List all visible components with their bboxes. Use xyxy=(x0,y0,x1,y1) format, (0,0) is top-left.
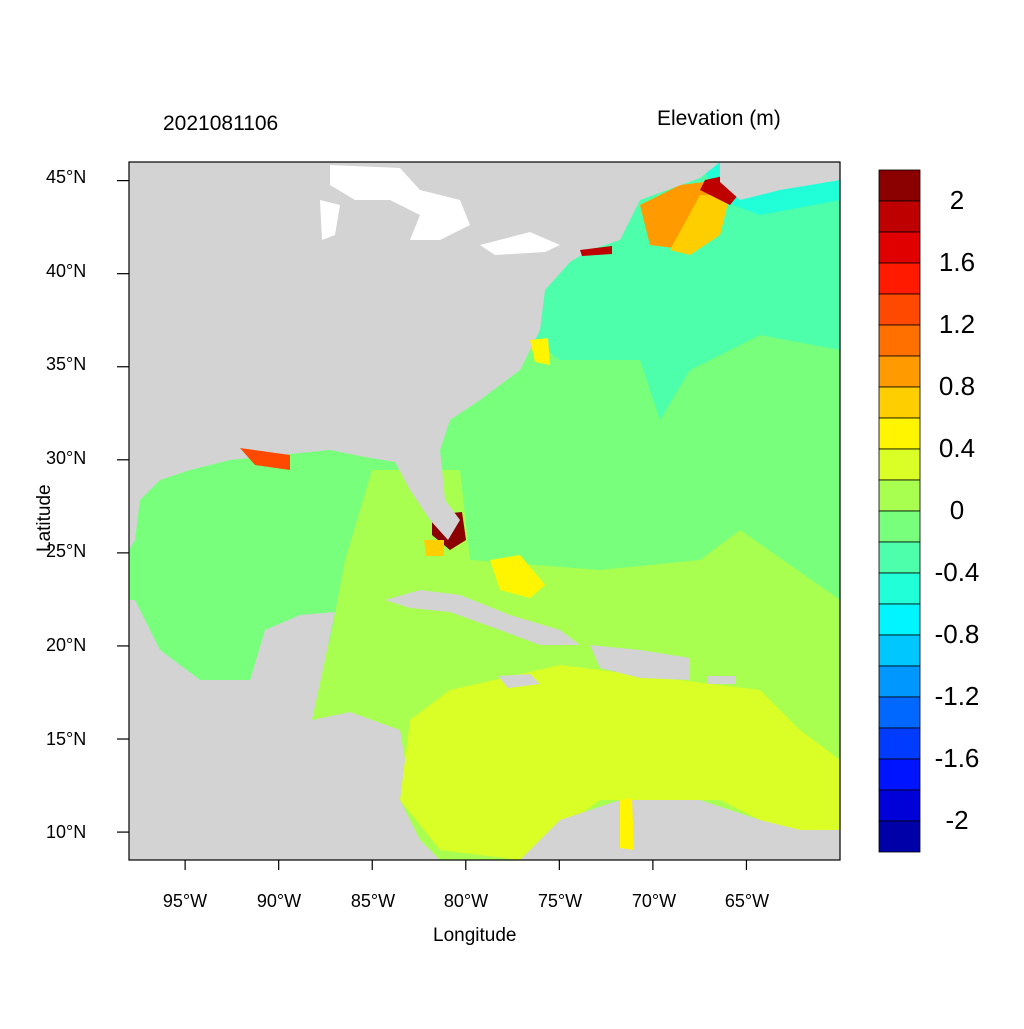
x-tick-label: 80°W xyxy=(443,891,489,911)
land-puerto-rico xyxy=(708,676,736,684)
colorbar-label: 0.8 xyxy=(938,371,976,401)
colorbar-label: 0 xyxy=(949,495,965,525)
y-tick-label: 15°N xyxy=(46,729,87,749)
colorbar-swatch xyxy=(878,634,921,667)
y-tick-label: 45°N xyxy=(46,167,87,187)
colorbar-swatch xyxy=(878,510,921,543)
ne-surge-yellow xyxy=(670,195,730,255)
colorbar-swatch xyxy=(878,758,921,791)
colorbar-label: 0.4 xyxy=(938,433,976,463)
colorbar-label: -2 xyxy=(945,805,969,835)
great-lakes xyxy=(330,165,470,240)
maracaibo-surge xyxy=(620,798,634,850)
colorbar-swatch xyxy=(878,665,921,698)
land-south-america xyxy=(520,800,840,860)
louisiana-surge xyxy=(240,448,290,470)
colorbar-swatch xyxy=(878,696,921,729)
colorbar-swatch xyxy=(878,169,921,202)
land-cuba xyxy=(385,590,580,645)
x-tick-marks xyxy=(184,860,748,870)
colorbar-label: -1.2 xyxy=(934,681,980,711)
x-tick-label: 90°W xyxy=(256,891,302,911)
colorbar-label: -0.4 xyxy=(934,557,980,587)
colorbar-swatch xyxy=(878,231,921,264)
colorbar-swatch xyxy=(878,262,921,295)
x-axis-label: Longitude xyxy=(433,925,517,946)
x-tick-label: 75°W xyxy=(537,891,583,911)
y-tick-label: 30°N xyxy=(46,448,87,468)
southern-caribbean-zone xyxy=(400,665,840,860)
y-tick-marks xyxy=(117,180,129,833)
colorbar-label: 1.6 xyxy=(938,247,976,277)
colorbar-label: 2 xyxy=(949,185,965,215)
florida-yellow xyxy=(424,540,444,556)
colorbar-swatch xyxy=(878,541,921,574)
colorbar-swatch xyxy=(878,355,921,388)
timestamp-label: 2021081106 xyxy=(163,112,279,135)
y-tick-label: 10°N xyxy=(46,822,87,842)
x-tick-label: 65°W xyxy=(724,891,770,911)
x-tick-label: 70°W xyxy=(631,891,677,911)
colorbar-label: -1.6 xyxy=(934,743,980,773)
y-tick-label: 35°N xyxy=(46,354,87,374)
colorbar-swatch xyxy=(878,200,921,233)
colorbar-swatch xyxy=(878,603,921,636)
colorbar-swatch xyxy=(878,572,921,605)
lake-erie-ontario xyxy=(480,232,560,255)
chesapeake-surge xyxy=(530,338,550,365)
lake-michigan xyxy=(320,200,340,240)
x-tick-label: 95°W xyxy=(162,891,208,911)
colorbar-swatch xyxy=(878,789,921,822)
colorbar-swatch xyxy=(878,293,921,326)
land-north-america xyxy=(129,162,720,550)
gulf-of-mexico xyxy=(135,455,372,680)
colorbar-swatch xyxy=(878,386,921,419)
land-central-america xyxy=(129,600,440,860)
colorbar-swatch xyxy=(878,727,921,760)
colorbar xyxy=(878,169,921,853)
long-island-surge xyxy=(580,246,612,256)
colorbar-swatch xyxy=(878,448,921,481)
y-tick-label: 25°N xyxy=(46,541,87,561)
y-tick-label: 40°N xyxy=(46,261,87,281)
variable-title: Elevation (m) xyxy=(657,107,781,130)
colorbar-label: -0.8 xyxy=(934,619,980,649)
land-jamaica xyxy=(498,674,540,688)
map-frame xyxy=(128,161,841,861)
map-plot-area xyxy=(129,162,840,860)
colorbar-label: 1.2 xyxy=(938,309,976,339)
land-hispaniola xyxy=(590,645,690,680)
bahamas-zone xyxy=(490,555,545,598)
colorbar-swatch xyxy=(878,417,921,450)
colorbar-swatch xyxy=(878,479,921,512)
colorbar-swatch xyxy=(878,324,921,357)
colorbar-swatch xyxy=(878,820,921,853)
y-tick-label: 20°N xyxy=(46,635,87,655)
x-tick-label: 85°W xyxy=(350,891,396,911)
land-maritimes xyxy=(720,162,840,200)
